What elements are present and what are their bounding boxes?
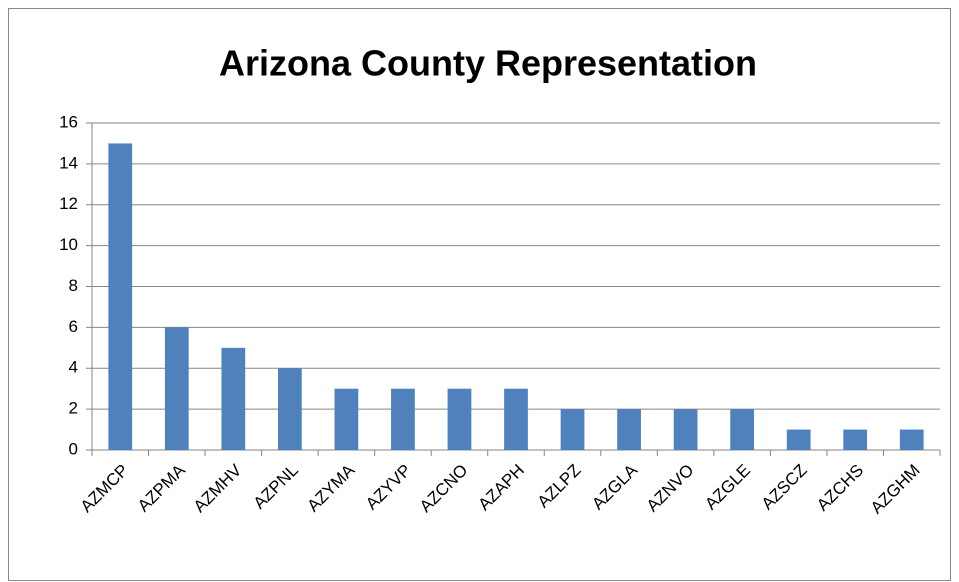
bar (843, 429, 868, 450)
bar (730, 409, 755, 450)
bar (221, 347, 246, 450)
y-tick-label: 12 (59, 194, 78, 213)
bar (277, 368, 302, 450)
chart-title: Arizona County Representation (219, 43, 757, 84)
chart-border (8, 8, 951, 581)
bar (786, 429, 811, 450)
y-tick-label: 14 (59, 153, 78, 172)
y-tick-label: 8 (69, 276, 78, 295)
bar (334, 388, 359, 450)
bar (164, 327, 189, 450)
bar (673, 409, 698, 450)
bar (391, 388, 415, 450)
y-tick-label: 2 (69, 399, 78, 418)
bar (504, 388, 528, 450)
bar (447, 388, 472, 450)
bar (560, 409, 585, 450)
y-tick-label: 10 (59, 235, 78, 254)
bar (617, 409, 641, 450)
bar (899, 429, 924, 450)
y-tick-label: 6 (69, 317, 78, 336)
y-tick-label: 4 (69, 358, 78, 377)
y-tick-label: 0 (69, 439, 78, 458)
bar (108, 143, 133, 450)
y-tick-label: 16 (59, 112, 78, 131)
